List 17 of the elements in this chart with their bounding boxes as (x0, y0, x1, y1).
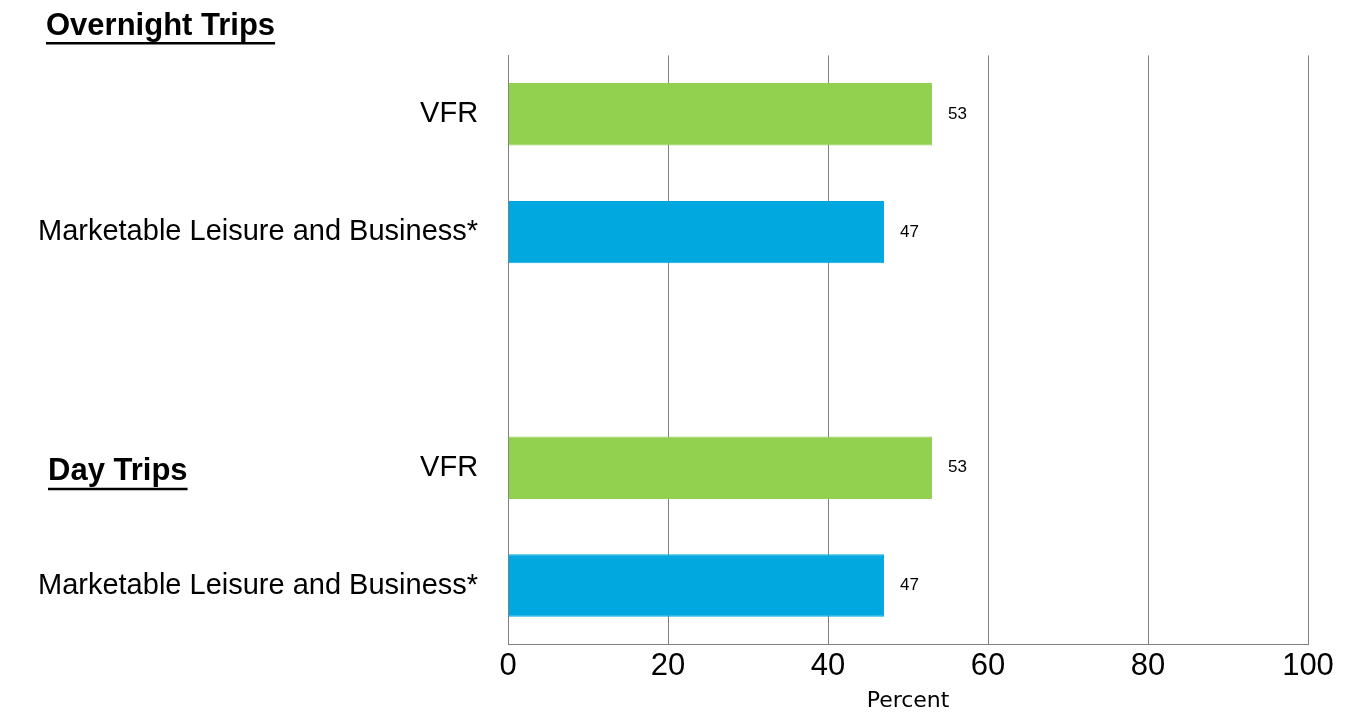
y-tick-label: Marketable Leisure and Business* (37, 214, 479, 247)
x-axis-title: Percent (866, 686, 950, 712)
y-tick-label: VFR (420, 96, 479, 129)
x-tick-label: 40 (810, 646, 846, 682)
text: Day Trips (48, 452, 188, 488)
x-tick-label: 100 (1282, 646, 1334, 682)
y-tick-label: VFR (420, 449, 479, 482)
x-tick-label: 60 (970, 646, 1006, 682)
x-tick-label: 80 (1130, 646, 1166, 682)
text: Overnight Trips (46, 6, 276, 42)
y-tick-label: Marketable Leisure and Business* (37, 567, 479, 600)
data-label: 53 (948, 457, 967, 477)
x-tick-label: 0 (499, 646, 517, 682)
data-label: 47 (900, 221, 919, 241)
data-label: 53 (948, 103, 967, 123)
x-tick-label: 20 (650, 646, 686, 682)
data-label: 47 (900, 575, 919, 595)
